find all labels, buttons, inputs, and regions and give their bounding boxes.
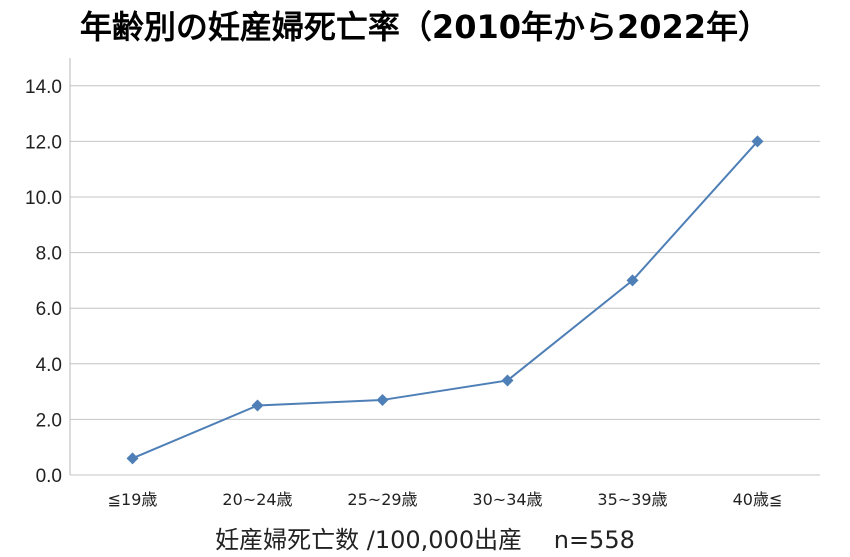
y-tick-label: 4.0 xyxy=(36,355,62,376)
x-axis-label: 妊産婦死亡数 /100,000出産 n=558 xyxy=(215,526,635,554)
x-tick-label: ≦19歳 xyxy=(108,490,158,509)
y-tick-label: 8.0 xyxy=(36,244,62,265)
y-tick-label: 14.0 xyxy=(25,77,62,98)
data-point xyxy=(626,274,639,287)
series xyxy=(126,135,764,465)
series-line xyxy=(132,140,759,460)
x-tick-label: 25~29歳 xyxy=(347,490,417,509)
chart-title: 年齢別の妊産婦死亡率（2010年から2022年） xyxy=(80,8,770,46)
x-tick-labels: ≦19歳 20~24歳 25~29歳 30~34歳 35~39歳 40歳≦ xyxy=(108,490,783,509)
y-tick-labels: 0.0 2.0 4.0 6.0 8.0 10.0 12.0 14.0 xyxy=(25,77,62,487)
y-tick-label: 10.0 xyxy=(25,188,62,209)
x-tick-label: 30~34歳 xyxy=(472,490,542,509)
y-tick-label: 0.0 xyxy=(36,466,62,487)
data-point xyxy=(251,399,264,412)
y-tick-label: 2.0 xyxy=(36,410,62,431)
x-tick-label: 20~24歳 xyxy=(222,490,292,509)
x-tick-label: 40歳≦ xyxy=(733,490,783,509)
y-tick-label: 12.0 xyxy=(25,132,62,153)
data-point xyxy=(751,135,764,148)
data-point xyxy=(501,374,514,387)
x-tick-label: 35~39歳 xyxy=(597,490,667,509)
data-point xyxy=(376,393,389,406)
data-point xyxy=(126,452,139,465)
y-tick-label: 6.0 xyxy=(36,299,62,320)
grid xyxy=(70,85,820,476)
